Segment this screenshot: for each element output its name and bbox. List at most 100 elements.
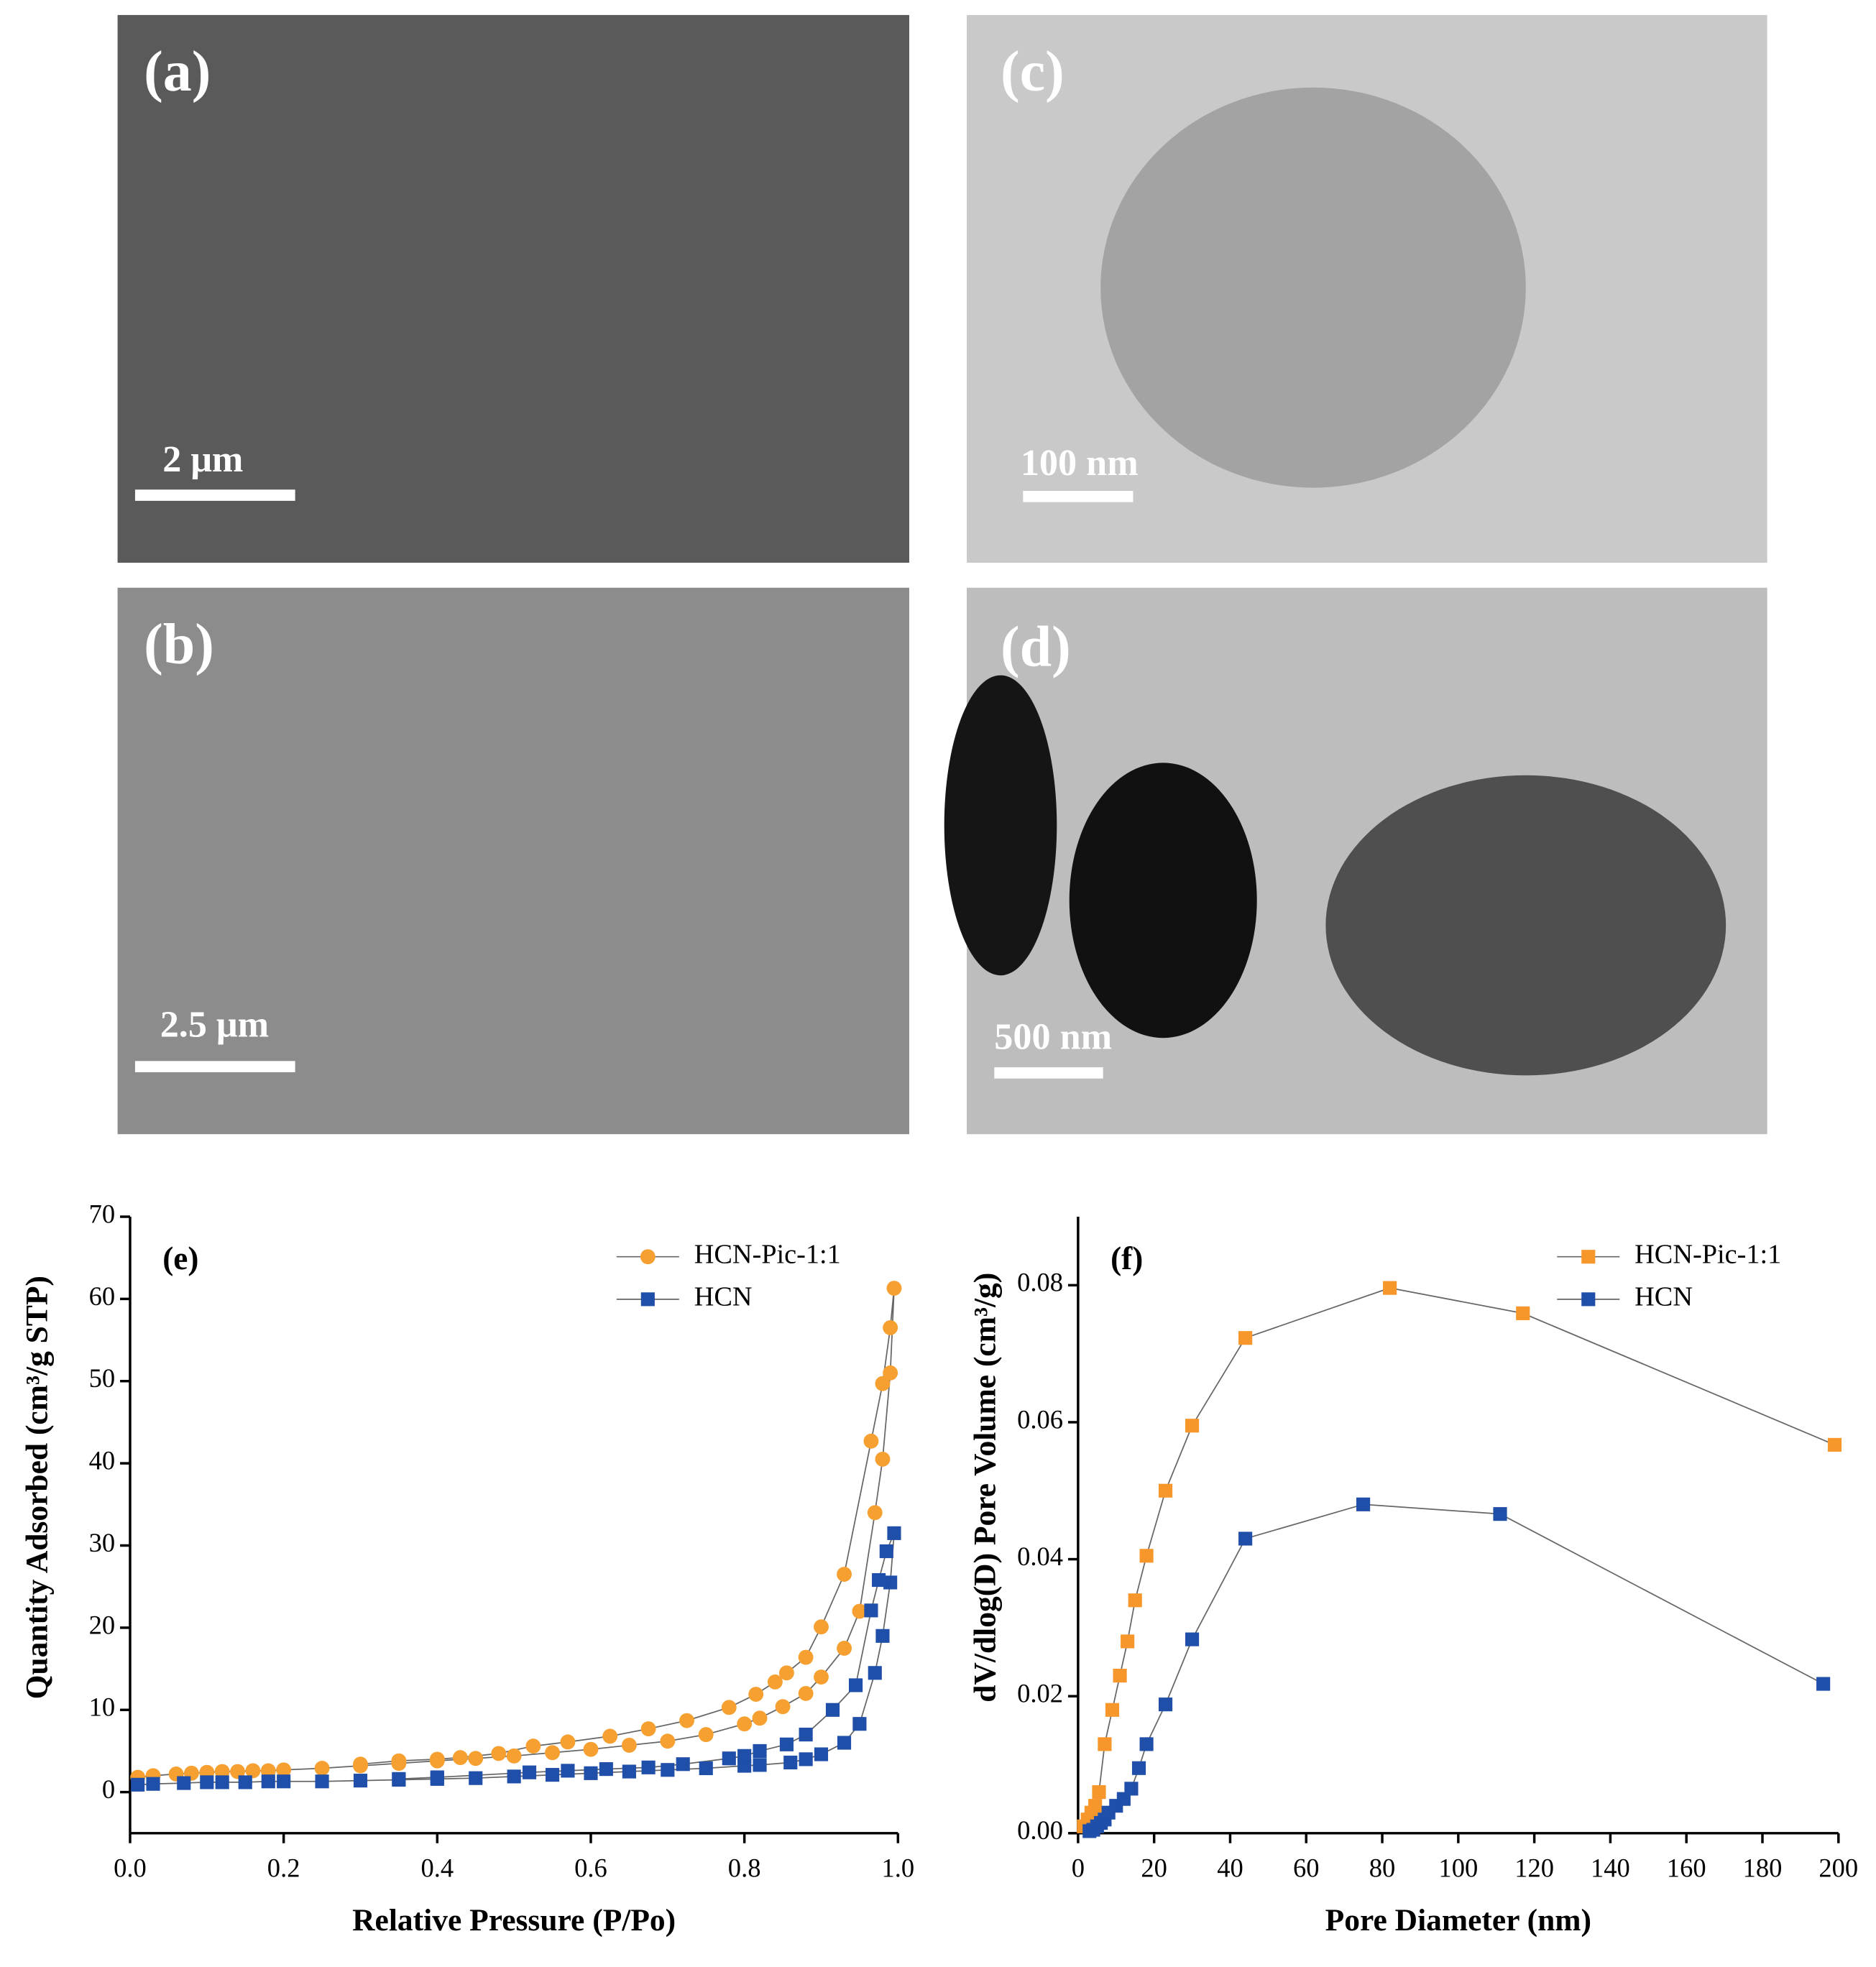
series-line [1089, 1503, 1824, 1832]
data-point [679, 1713, 694, 1728]
data-point [215, 1775, 229, 1789]
data-point [561, 1764, 575, 1778]
data-point [814, 1619, 829, 1635]
data-point [1238, 1531, 1253, 1546]
data-point [837, 1736, 852, 1750]
data-point [748, 1687, 764, 1702]
data-point [798, 1649, 814, 1665]
data-point [491, 1746, 507, 1761]
data-point [146, 1777, 160, 1791]
data-point [660, 1733, 676, 1749]
x-axis-title: Relative Pressure (P/Po) [352, 1903, 676, 1938]
data-point [214, 1764, 230, 1779]
data-point [737, 1749, 752, 1763]
x-tick-label: 100 [1438, 1853, 1478, 1882]
series-line [137, 1288, 895, 1778]
legend-marker [640, 1292, 655, 1307]
data-point [799, 1728, 813, 1742]
particle [1069, 763, 1257, 1038]
sem-image [117, 14, 909, 563]
data-point [621, 1738, 637, 1753]
x-tick-label: 160 [1667, 1853, 1706, 1882]
panel-label: (e) [162, 1240, 198, 1276]
data-point [852, 1603, 868, 1619]
data-point [641, 1760, 656, 1774]
data-point [599, 1762, 613, 1777]
data-point [584, 1766, 598, 1780]
legend-label: HCN [1634, 1282, 1693, 1312]
data-point [545, 1745, 561, 1761]
data-point [602, 1728, 618, 1744]
data-point [875, 1451, 891, 1467]
scale-label: 100 nm [1021, 442, 1139, 484]
data-point [1827, 1437, 1842, 1452]
data-point [783, 1755, 798, 1770]
data-point [814, 1747, 829, 1761]
y-tick-label: 70 [89, 1199, 116, 1228]
data-point [1158, 1697, 1173, 1712]
x-tick-label: 0 [1072, 1853, 1085, 1882]
panel-label: (f) [1111, 1240, 1143, 1276]
data-point [837, 1641, 852, 1656]
data-point [230, 1764, 245, 1779]
x-tick-label: 0.8 [728, 1853, 761, 1882]
data-point [879, 1544, 893, 1559]
data-point [1139, 1737, 1154, 1751]
data-point [875, 1376, 891, 1391]
data-point [722, 1751, 736, 1766]
panel-label: (b) [144, 613, 214, 676]
legend-label: HCN-Pic-1:1 [1634, 1239, 1781, 1269]
data-point [737, 1716, 753, 1732]
data-point [177, 1776, 191, 1790]
data-point [315, 1774, 329, 1789]
x-tick-label: 0.0 [114, 1853, 147, 1882]
data-point [753, 1758, 767, 1772]
data-point [1356, 1497, 1371, 1511]
y-tick-label: 0.02 [1017, 1679, 1063, 1708]
data-point [798, 1685, 814, 1701]
data-point [883, 1365, 898, 1381]
data-point [698, 1727, 714, 1743]
particle [1100, 87, 1526, 488]
data-point [276, 1762, 292, 1778]
panel-label: (a) [144, 40, 211, 103]
data-point [825, 1703, 840, 1717]
data-point [883, 1575, 898, 1590]
data-point [469, 1771, 483, 1785]
data-point [1124, 1782, 1139, 1796]
x-tick-label: 120 [1514, 1853, 1554, 1882]
y-axis-title: Quantity Adsorbed (cm³/g STP) [20, 1276, 55, 1699]
data-point [883, 1319, 898, 1335]
data-point [277, 1774, 291, 1789]
sem-image [117, 587, 909, 1135]
panel-label: (d) [1001, 616, 1071, 679]
x-tick-label: 1.0 [881, 1853, 914, 1882]
y-tick-label: 0.00 [1017, 1815, 1063, 1845]
y-tick-label: 0.08 [1017, 1268, 1063, 1297]
data-point [1493, 1507, 1507, 1521]
x-axis-title: Pore Diameter (nm) [1325, 1903, 1591, 1938]
data-point [661, 1763, 675, 1777]
scale-label: 500 nm [994, 1016, 1112, 1058]
x-tick-label: 180 [1743, 1853, 1783, 1882]
data-point [1185, 1632, 1200, 1646]
data-point [429, 1751, 445, 1767]
data-point [721, 1700, 737, 1715]
data-point [1088, 1799, 1103, 1813]
data-point [814, 1669, 829, 1685]
data-point [1238, 1331, 1253, 1345]
y-tick-label: 10 [89, 1692, 116, 1722]
data-point [779, 1737, 794, 1751]
x-tick-label: 60 [1293, 1853, 1320, 1882]
y-tick-label: 20 [89, 1610, 116, 1639]
y-tick-label: 60 [89, 1281, 116, 1311]
data-point [560, 1734, 576, 1750]
particle [944, 675, 1057, 976]
y-axis-title: dV/dlog(D) Pore Volume (cm³/g) [968, 1273, 1003, 1703]
data-point [875, 1629, 890, 1643]
data-point [261, 1774, 275, 1789]
data-point [863, 1433, 879, 1449]
data-point [886, 1281, 902, 1296]
data-point [640, 1721, 656, 1737]
data-point [392, 1772, 406, 1786]
